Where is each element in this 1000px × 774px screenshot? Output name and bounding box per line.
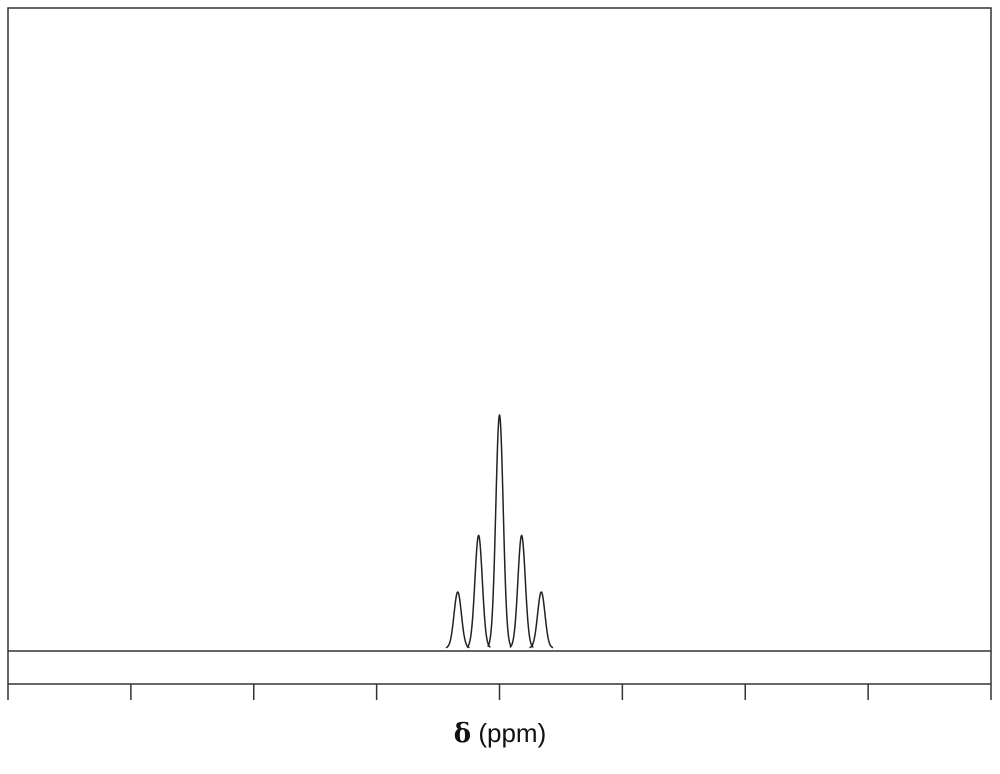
x-axis-ticks	[130, 684, 869, 700]
spectrum-peak-3	[487, 414, 512, 648]
spectrum-peaks	[445, 414, 554, 649]
x-axis-label-symbol: δ	[453, 719, 472, 749]
x-axis-label: δ (ppm)	[0, 718, 1000, 749]
spectrum-peak-2	[466, 534, 491, 648]
spectrum-peak-4	[509, 534, 534, 648]
spectrum-peak-1	[445, 591, 470, 649]
x-axis-label-unit: (ppm)	[478, 718, 547, 748]
spectrum-peak-5	[529, 591, 554, 649]
plot-frame	[7, 7, 992, 652]
